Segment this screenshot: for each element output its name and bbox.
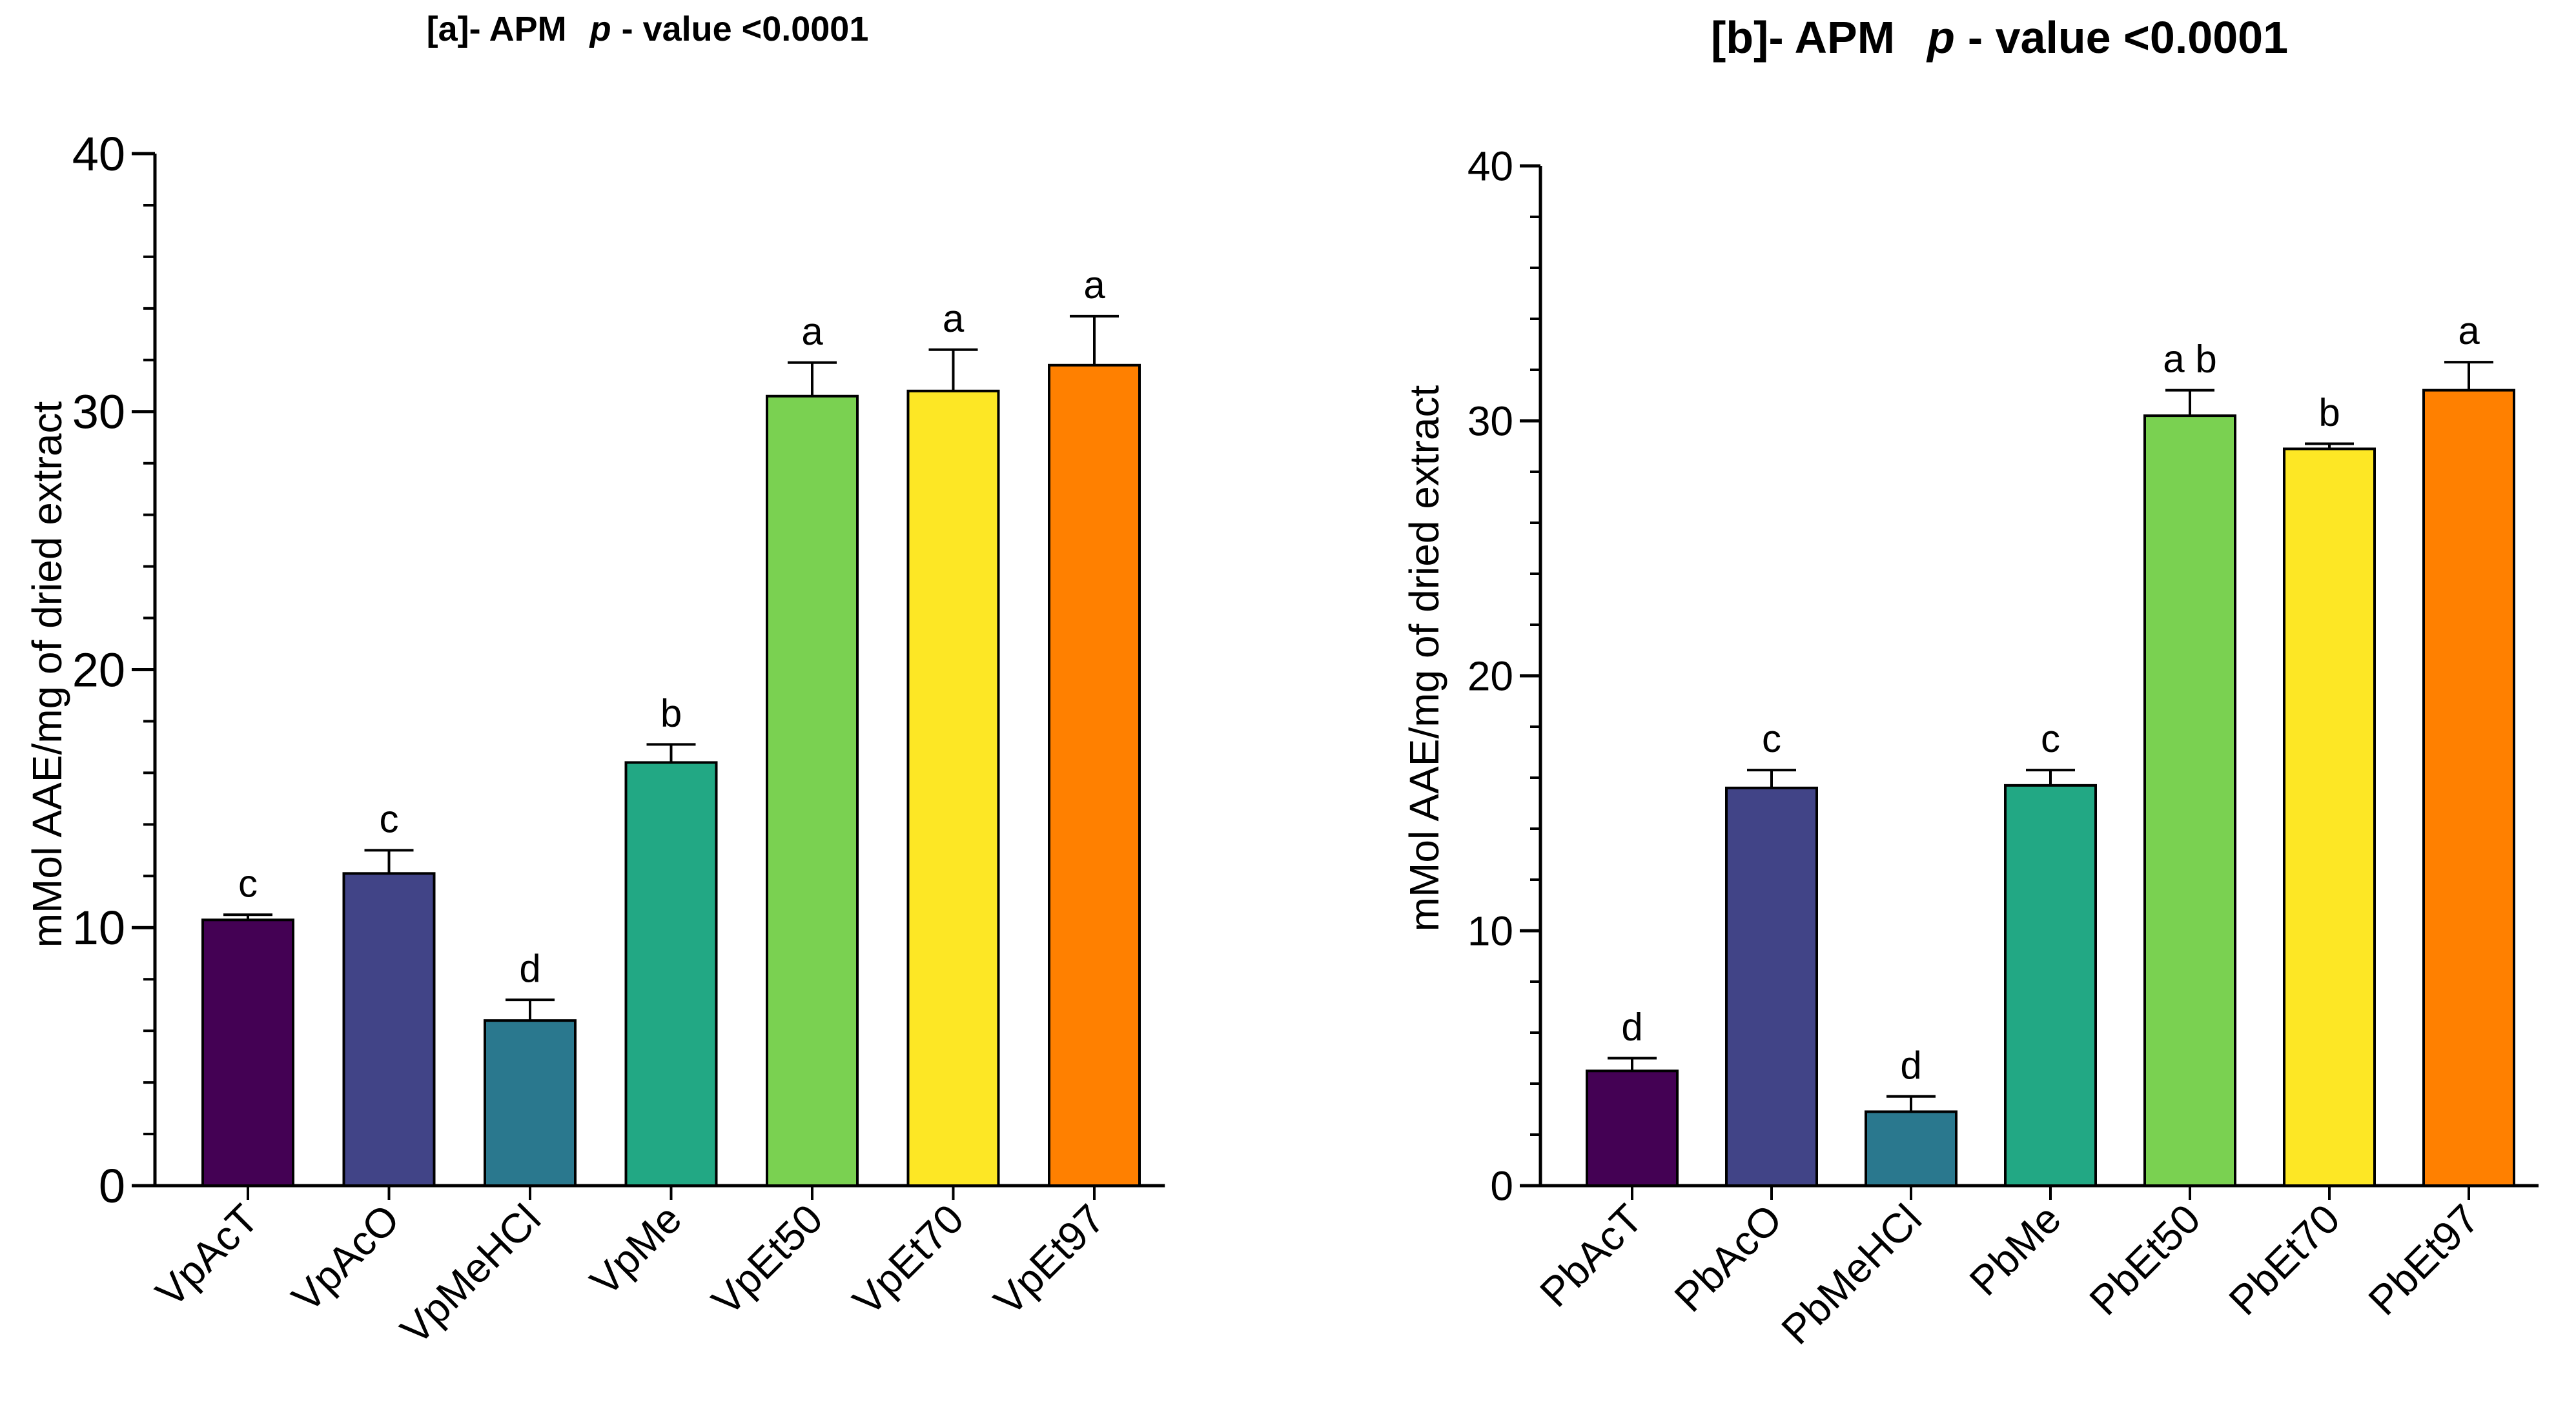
chart-panel-a: [a]- APM p - value <0.0001 mMol AAE/mg of … xyxy=(24,10,1165,1353)
chart-a-bar-VpMeHCl xyxy=(484,1019,577,1188)
chart-b-significance-letter: b xyxy=(2318,391,2340,434)
chart-panel-b: [b]- APM p - value <0.0001 mMol AAE/mg of … xyxy=(1401,12,2539,1353)
chart-a-y-tick-label: 10 xyxy=(72,901,125,955)
chart-b-bar-PbAcO xyxy=(1725,786,1818,1188)
chart-a-title-suffix: - value <0.0001 xyxy=(622,10,869,48)
chart-b-significance-letter: c xyxy=(2041,717,2060,760)
chart-a-y-tick-label: 20 xyxy=(72,643,125,696)
chart-b-category-label: PbMe xyxy=(1961,1195,2070,1304)
chart-b-title-p: p xyxy=(1926,12,1955,63)
chart-b-bar-PbEt70 xyxy=(2283,447,2376,1188)
chart-a-significance-letter: a xyxy=(943,297,965,340)
chart-a-significance-letter: c xyxy=(238,862,258,905)
chart-b-category-label: PbEt97 xyxy=(2360,1195,2488,1324)
chart-b-y-tick-label: 30 xyxy=(1467,398,1513,444)
chart-a-bar-VpAcO xyxy=(342,872,436,1187)
chart-b-y-tick-label: 20 xyxy=(1467,653,1513,699)
chart-b-category-label: PbEt70 xyxy=(2220,1195,2349,1324)
chart-a-y-tick-label: 0 xyxy=(99,1159,125,1213)
chart-a-title-prefix: [a]- APM xyxy=(427,10,567,48)
chart-a-category-label: VpAcO xyxy=(283,1195,408,1321)
chart-b-title-prefix: [b]- APM xyxy=(1711,12,1895,63)
chart-a-category-label: VpEt70 xyxy=(844,1195,972,1324)
chart-b-significance-letter: a b xyxy=(2163,338,2216,381)
chart-a-category-label: VpAcT xyxy=(147,1195,267,1316)
chart-b-significance-letter: c xyxy=(1762,717,1781,760)
chart-b-y-tick-label: 10 xyxy=(1467,907,1513,954)
chart-b-y-tick-label: 40 xyxy=(1467,143,1513,189)
chart-a-y-tick-label: 30 xyxy=(72,385,125,439)
chart-b-bar-PbMe xyxy=(2004,784,2097,1187)
chart-a-category-label: VpEt97 xyxy=(985,1195,1114,1324)
chart-a-significance-letter: a xyxy=(801,310,823,353)
chart-b-title-suffix: - value <0.0001 xyxy=(1968,12,2288,63)
chart-a-category-label: VpMe xyxy=(581,1195,690,1304)
chart-a-category-label: VpMeHCl xyxy=(391,1195,549,1353)
chart-a-significance-letter: a xyxy=(1083,263,1105,307)
chart-a-y-axis-title: mMol AAE/mg of dried extract xyxy=(24,401,70,948)
chart-b-bar-PbEt50 xyxy=(2143,414,2236,1187)
chart-a-y-tick-label: 40 xyxy=(72,127,125,181)
chart-b-y-axis-title: mMol AAE/mg of dried extract xyxy=(1401,385,1447,932)
chart-a-significance-letter: b xyxy=(660,691,682,734)
chart-b-significance-letter: d xyxy=(1621,1006,1642,1049)
chart-b-category-label: PbAcT xyxy=(1531,1195,1651,1316)
chart-b-bar-PbEt97 xyxy=(2422,389,2515,1187)
chart-a-title-p: p xyxy=(589,10,611,48)
chart-a-bar-VpAcT xyxy=(201,918,294,1187)
chart-a-significance-letter: c xyxy=(380,797,399,840)
chart-b-y-tick-label: 0 xyxy=(1490,1162,1513,1209)
chart-a-significance-letter: d xyxy=(519,947,540,990)
chart-a-bar-VpEt50 xyxy=(766,394,859,1187)
chart-a-bar-VpEt70 xyxy=(906,389,1000,1187)
chart-a-bar-VpMe xyxy=(624,761,718,1188)
chart-a-title: [a]- APM p - value <0.0001 xyxy=(427,10,869,48)
chart-b-bar-PbAcT xyxy=(1586,1069,1679,1187)
chart-b-significance-letter: d xyxy=(1900,1044,1921,1087)
chart-b-bar-PbMeHCl xyxy=(1865,1110,1958,1187)
chart-b-title: [b]- APM p - value <0.0001 xyxy=(1711,12,2288,63)
chart-b-significance-letter: a xyxy=(2458,309,2480,352)
chart-a-category-label: VpEt50 xyxy=(703,1195,832,1324)
chart-b-category-label: PbAcO xyxy=(1666,1195,1791,1321)
chart-b-category-label: PbEt50 xyxy=(2081,1195,2209,1324)
chart-b-category-label: PbMeHCl xyxy=(1772,1195,1930,1353)
chart-a-bar-VpEt97 xyxy=(1048,363,1141,1187)
